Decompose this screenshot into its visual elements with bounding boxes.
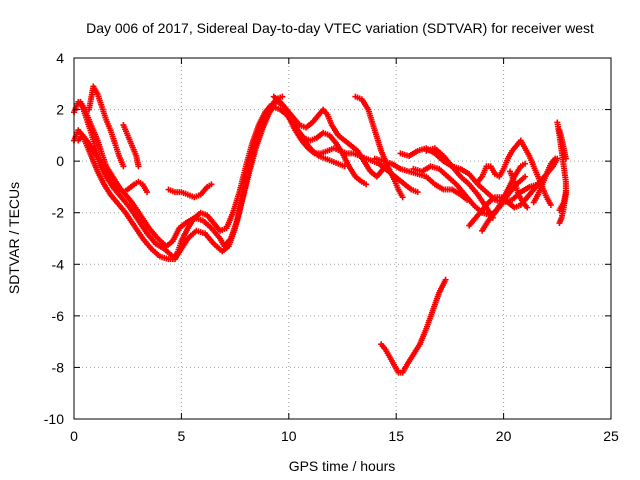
series-trace-9 — [281, 106, 370, 188]
y-tick-label: 2 — [56, 102, 64, 118]
plus-marker — [414, 189, 421, 196]
series-trace-22 — [556, 189, 569, 214]
plus-marker — [120, 163, 127, 170]
y-tick-label: 4 — [56, 50, 64, 66]
grid-lines — [74, 58, 611, 419]
plus-marker — [524, 204, 531, 211]
x-tick-label: 0 — [70, 428, 78, 444]
y-tick-label: -2 — [52, 205, 65, 221]
series-trace-18 — [507, 168, 531, 211]
series-trace-21 — [556, 127, 569, 162]
x-tick-label: 25 — [603, 428, 619, 444]
plus-marker — [522, 173, 529, 180]
plus-marker — [363, 181, 370, 188]
plus-marker — [522, 160, 529, 167]
series-trace-10 — [352, 93, 406, 201]
series-trace-16 — [474, 137, 554, 208]
plus-marker — [552, 155, 559, 162]
plus-marker — [135, 163, 142, 170]
x-tick-label: 20 — [496, 428, 512, 444]
plus-marker — [442, 276, 449, 283]
plus-marker — [562, 155, 569, 162]
series-trace-15 — [466, 155, 561, 229]
x-tick-label: 5 — [178, 428, 186, 444]
series-trace-19 — [530, 155, 559, 206]
plus-marker — [562, 189, 569, 196]
x-tick-labels: 0 5 10 15 20 25 — [70, 428, 619, 444]
series-trace-11 — [371, 155, 471, 203]
plus-marker — [547, 201, 554, 208]
y-tick-label: -8 — [52, 359, 65, 375]
plus-marker — [279, 93, 286, 100]
axis-ticks — [73, 57, 612, 420]
x-axis-label: GPS time / hours — [289, 458, 396, 474]
y-tick-labels: -10 -8 -6 -4 -2 0 2 4 — [44, 50, 64, 427]
x-tick-label: 10 — [281, 428, 297, 444]
x-tick-label: 15 — [388, 428, 404, 444]
plus-marker — [144, 189, 151, 196]
plus-marker — [208, 181, 215, 188]
series-trace-5 — [77, 98, 151, 196]
series-trace-6 — [120, 122, 142, 170]
y-tick-label: 0 — [56, 153, 64, 169]
series-trace-4 — [86, 83, 127, 170]
series-trace-8 — [270, 93, 391, 180]
plot-frame — [73, 57, 612, 420]
y-tick-label: -4 — [52, 256, 65, 272]
series-trace-23 — [378, 276, 449, 376]
y-axis-label: SDTVAR / TECUs — [6, 182, 22, 294]
series-trace-17 — [479, 160, 529, 234]
y-tick-label: -6 — [52, 308, 65, 324]
plus-marker — [556, 220, 563, 227]
series-trace-7 — [165, 181, 215, 201]
plus-marker — [399, 194, 406, 201]
y-tick-label: -10 — [44, 411, 64, 427]
data-marks — [71, 83, 569, 376]
chart-title: Day 006 of 2017, Sidereal Day-to-day VTE… — [86, 20, 594, 36]
